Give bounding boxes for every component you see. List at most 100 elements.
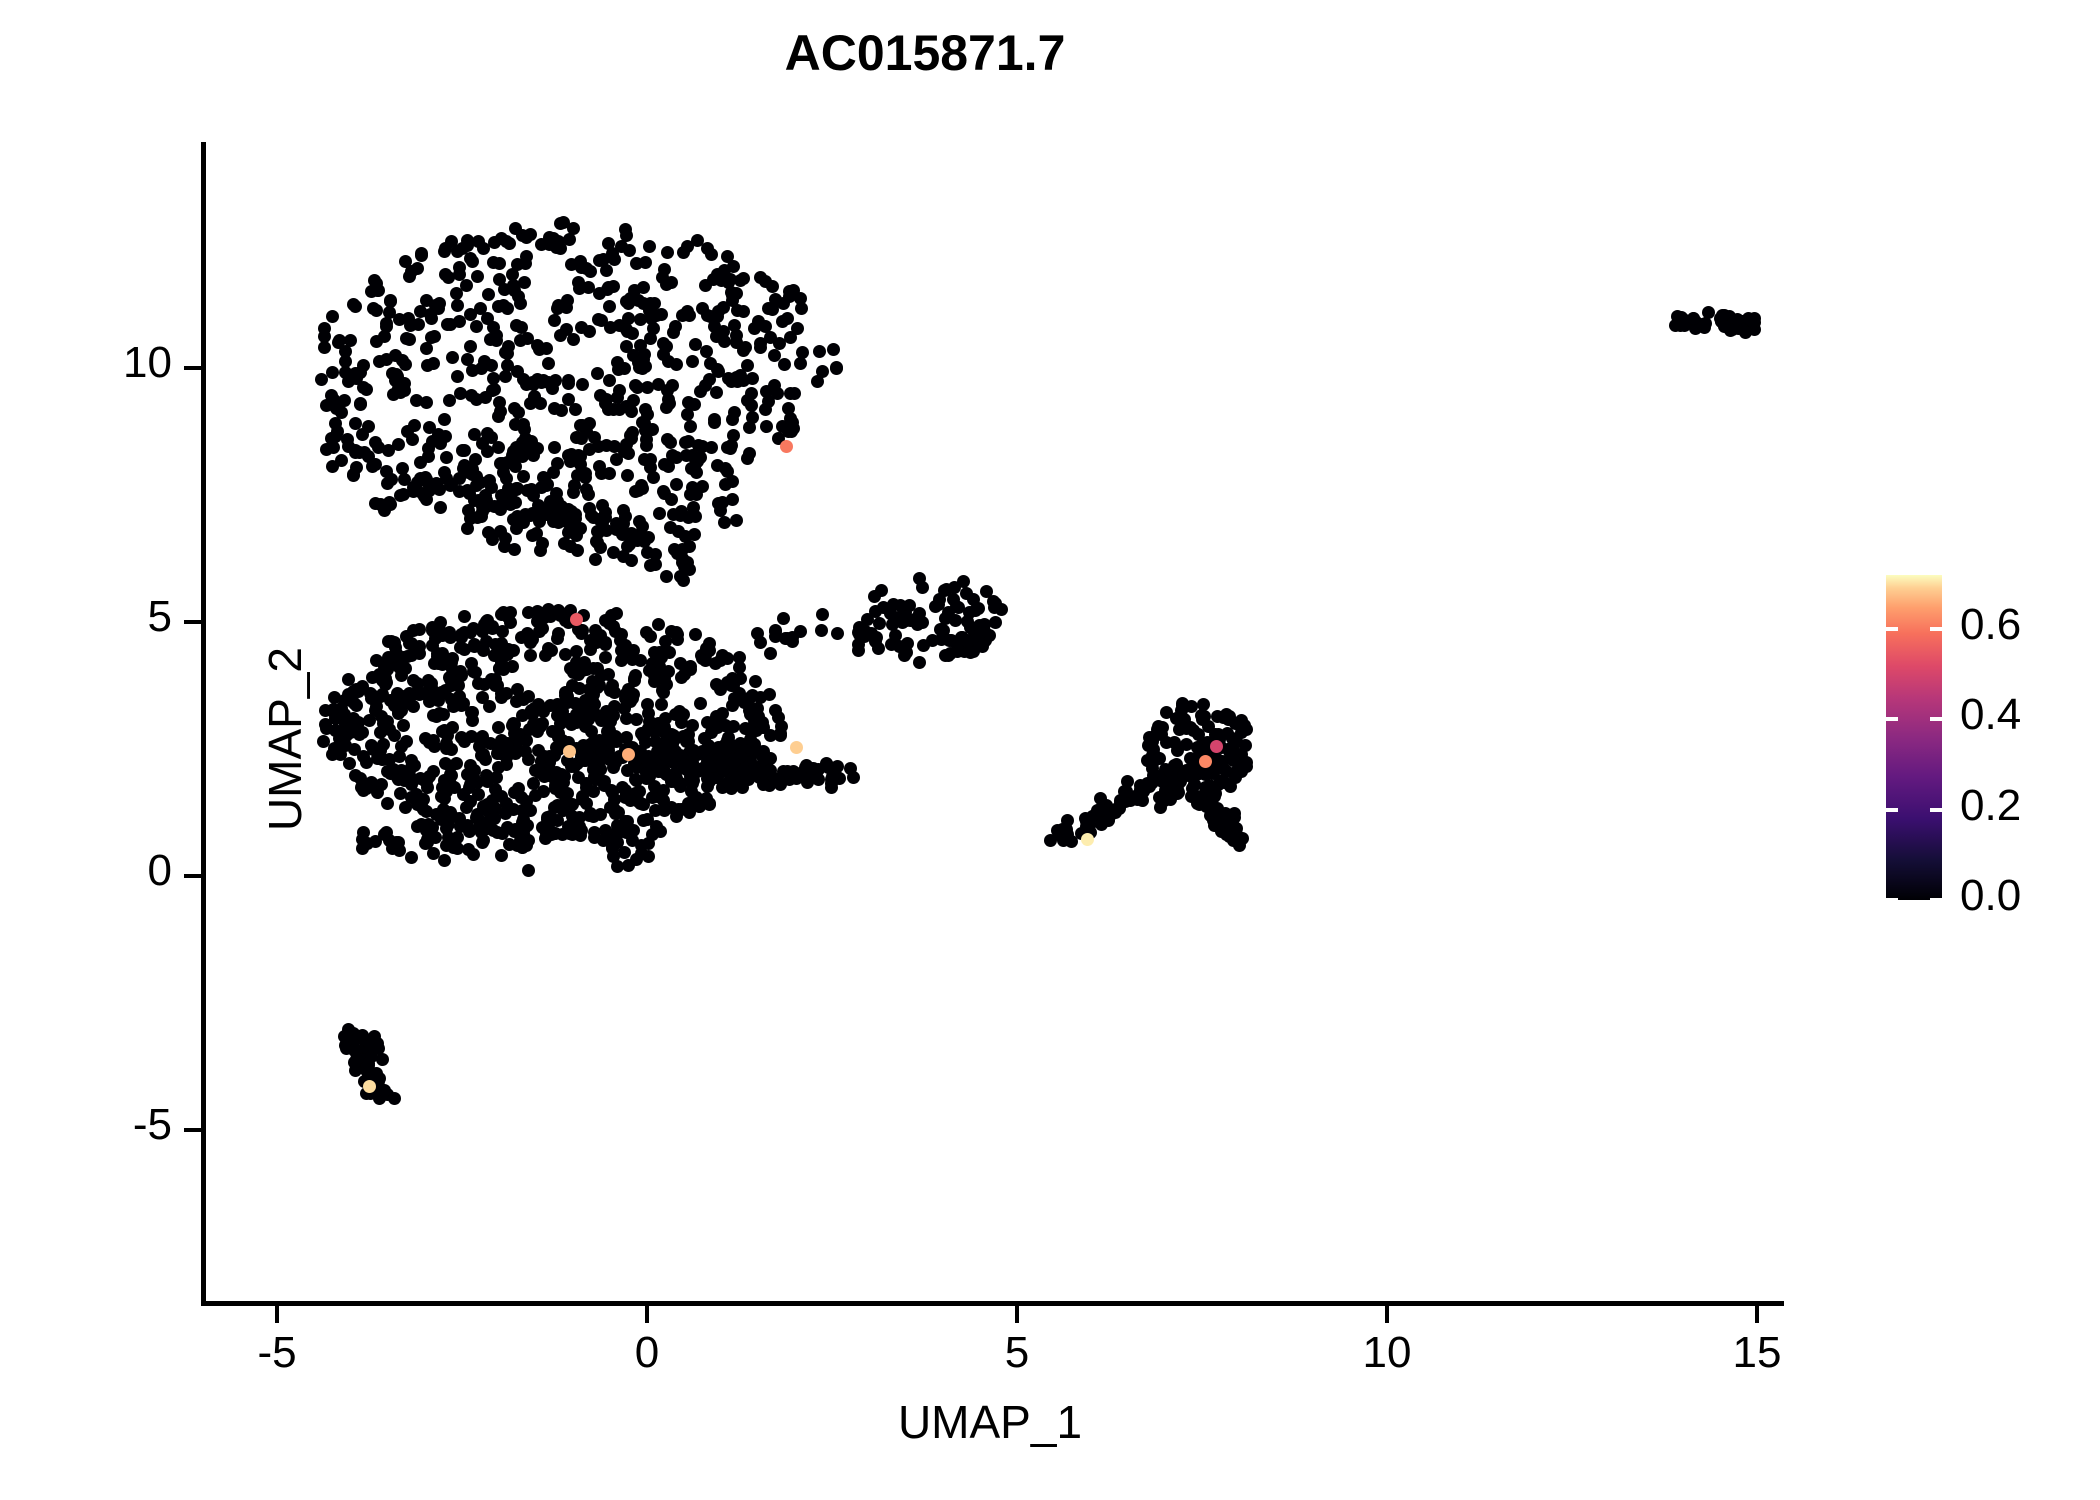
scatter-point xyxy=(852,643,866,657)
scatter-point xyxy=(466,714,480,728)
scatter-point xyxy=(511,682,525,696)
scatter-point xyxy=(454,386,468,400)
scatter-point xyxy=(437,412,451,426)
scatter-point xyxy=(621,312,635,326)
scatter-point xyxy=(683,663,697,677)
scatter-point xyxy=(383,305,397,319)
scatter-point xyxy=(622,747,635,761)
scatter-point xyxy=(465,364,479,378)
scatter-point xyxy=(408,418,422,432)
scatter-point xyxy=(496,624,510,638)
scatter-point xyxy=(348,742,362,756)
scatter-point xyxy=(344,333,358,347)
scatter-point xyxy=(543,230,557,244)
y-axis-label: UMAP_2 xyxy=(259,646,311,832)
scatter-point xyxy=(619,228,633,242)
scatter-point xyxy=(326,747,340,761)
x-axis-tick-label: -5 xyxy=(257,1328,297,1377)
scatter-point xyxy=(719,742,733,756)
scatter-point xyxy=(555,501,569,515)
scatter-point xyxy=(680,305,694,319)
scatter-point xyxy=(538,832,552,846)
scatter-point xyxy=(512,406,525,420)
scatter-point xyxy=(501,339,515,353)
scatter-point xyxy=(574,320,588,334)
scatter-point xyxy=(532,624,546,638)
scatter-point xyxy=(625,432,639,446)
scatter-point xyxy=(637,352,651,366)
scatter-point xyxy=(461,239,475,253)
scatter-point xyxy=(472,234,486,248)
scatter-point xyxy=(588,552,602,566)
scatter-point xyxy=(438,466,452,480)
scatter-point xyxy=(335,405,349,419)
scatter-point xyxy=(640,439,654,453)
scatter-point xyxy=(686,500,700,514)
scatter-point xyxy=(622,447,636,461)
colorbar-tick xyxy=(1930,627,1942,632)
scatter-point xyxy=(771,387,785,401)
scatter-point xyxy=(1168,735,1182,749)
scatter-point xyxy=(892,639,906,653)
scatter-point xyxy=(1043,833,1057,847)
scatter-point xyxy=(663,520,677,534)
scatter-point xyxy=(541,357,555,371)
scatter-point xyxy=(651,617,665,631)
scatter-point xyxy=(579,482,593,496)
scatter-point xyxy=(397,719,411,733)
scatter-point xyxy=(658,711,672,725)
scatter-point xyxy=(831,627,845,641)
scatter-point xyxy=(524,703,538,717)
scatter-point xyxy=(643,461,657,475)
scatter-point xyxy=(617,550,631,564)
scatter-point xyxy=(338,354,352,368)
scatter-point xyxy=(587,810,601,824)
scatter-point xyxy=(371,752,385,766)
scatter-point xyxy=(632,785,646,799)
scatter-point xyxy=(1093,791,1107,805)
x-axis-tick xyxy=(1015,1306,1019,1323)
scatter-point xyxy=(517,276,531,290)
scatter-point xyxy=(534,480,548,494)
scatter-point xyxy=(318,321,332,335)
scatter-point xyxy=(1140,777,1154,791)
scatter-point xyxy=(648,558,662,572)
scatter-point xyxy=(793,292,807,306)
scatter-point xyxy=(704,247,718,261)
scatter-point xyxy=(550,632,564,646)
scatter-point xyxy=(369,303,383,317)
scatter-point xyxy=(682,511,696,525)
scatter-point xyxy=(588,431,602,445)
scatter-point xyxy=(646,321,660,335)
scatter-point xyxy=(421,780,435,794)
y-axis-tick xyxy=(184,620,201,624)
scatter-point xyxy=(373,667,387,681)
scatter-point xyxy=(507,542,521,556)
scatter-point xyxy=(638,256,652,270)
scatter-point xyxy=(464,795,478,809)
scatter-point xyxy=(513,334,527,348)
scatter-point xyxy=(703,796,717,810)
colorbar-tick-label: 0.4 xyxy=(1960,690,2022,740)
scatter-point xyxy=(406,624,420,638)
scatter-point xyxy=(355,1029,369,1043)
scatter-point xyxy=(794,301,808,315)
scatter-point xyxy=(453,267,467,281)
scatter-point xyxy=(506,660,520,674)
scatter-point xyxy=(582,682,596,696)
scatter-point xyxy=(1175,696,1189,710)
scatter-point xyxy=(612,403,626,417)
scatter-point xyxy=(599,438,613,452)
scatter-point xyxy=(667,729,681,743)
scatter-point xyxy=(424,312,438,326)
scatter-point xyxy=(381,796,395,810)
scatter-point xyxy=(604,321,618,335)
scatter-point xyxy=(375,1053,389,1067)
scatter-point xyxy=(438,430,452,444)
scatter-point xyxy=(507,283,521,297)
scatter-point xyxy=(492,721,506,735)
scatter-point xyxy=(480,774,494,788)
scatter-point xyxy=(759,319,773,333)
scatter-point xyxy=(581,712,595,726)
scatter-point xyxy=(493,257,507,271)
